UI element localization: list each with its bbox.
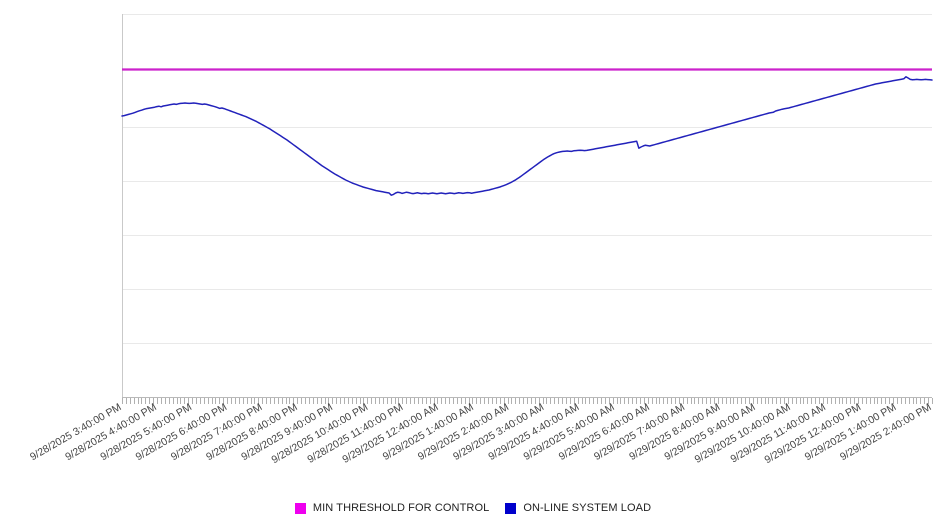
line-chart-plot: 9/28/2025 3:40:00 PM9/28/2025 4:40:00 PM…: [28, 14, 934, 466]
x-axis-tick-labels: 9/28/2025 3:40:00 PM9/28/2025 4:40:00 PM…: [28, 401, 933, 466]
legend-swatch-blue-icon: [505, 502, 517, 514]
legend-swatch-magenta-icon: [294, 502, 306, 514]
legend-label-on-line-system-load: ON-LINE SYSTEM LOAD: [523, 502, 652, 514]
x-axis-minor-ticks: [122, 398, 933, 404]
legend-label-min-threshold-for-control: MIN THRESHOLD FOR CONTROL: [312, 502, 490, 514]
legend-item-min-threshold-for-control[interactable]: MIN THRESHOLD FOR CONTROL: [294, 502, 490, 514]
legend-item-on-line-system-load[interactable]: ON-LINE SYSTEM LOAD: [505, 502, 651, 514]
y-gridlines: [122, 14, 932, 344]
series-on-line-system-load: [121, 76, 933, 196]
chart-legend: MIN THRESHOLD FOR CONTROL ON-LINE SYSTEM…: [0, 496, 946, 520]
plot-background: [122, 14, 932, 397]
